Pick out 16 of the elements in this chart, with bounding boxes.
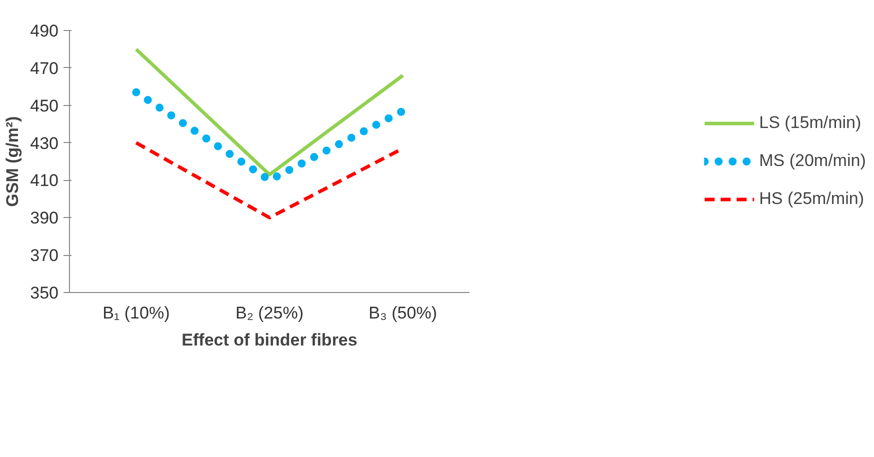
- x-tick-label: B₁ (10%): [102, 304, 170, 322]
- y-axis-title: GSM (g/m²): [3, 116, 22, 207]
- x-tick-label: B₂ (25%): [235, 304, 304, 322]
- y-tick-label: 410: [30, 171, 59, 190]
- y-tick-label: 390: [30, 208, 59, 228]
- legend-label: HS (25m/min): [759, 189, 864, 209]
- legend-label: LS (15m/min): [759, 113, 862, 133]
- y-tick-label: 430: [30, 134, 59, 153]
- x-axis-title: Effect of binder fibres: [182, 330, 358, 350]
- y-tick-label: 450: [30, 96, 59, 116]
- x-tick-label: B₃ (50%): [368, 304, 438, 322]
- legend-label: MS (20m/min): [759, 151, 866, 171]
- y-tick-label: 470: [30, 58, 59, 78]
- y-tick-label: 370: [30, 246, 59, 266]
- y-tick-label: 490: [30, 22, 59, 40]
- y-tick-label: 350: [30, 284, 59, 302]
